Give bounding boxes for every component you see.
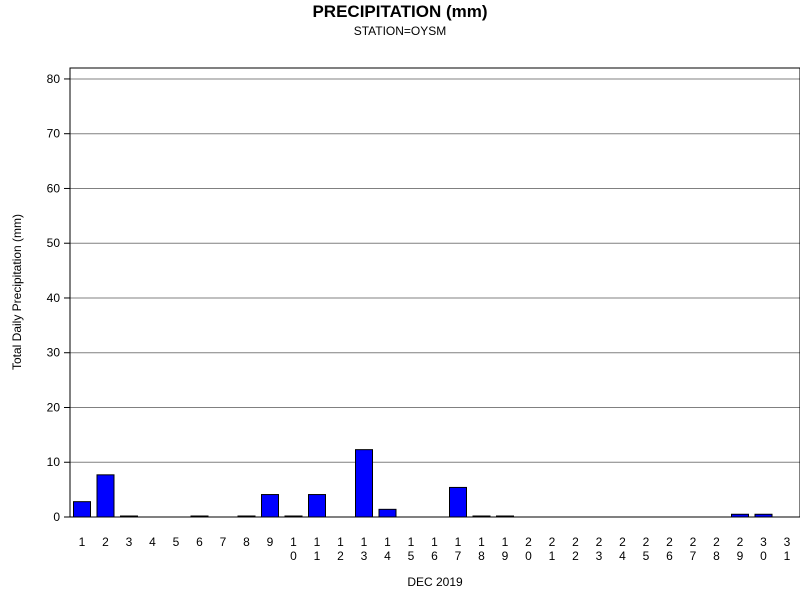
- x-axis-label: DEC 2019: [407, 575, 463, 589]
- y-axis-label: Total Daily Precipitation (mm): [10, 214, 24, 370]
- y-tick-label: 40: [47, 291, 61, 305]
- chart-title: PRECIPITATION (mm): [312, 2, 487, 21]
- bar-day-17: [449, 486, 467, 518]
- y-axis-ticks: 0 10 20 30 40 50 60 70 80: [47, 72, 70, 524]
- x-axis-ticks: 1 2 3 4 5 6 7 8 9 1 01 11 21 31 41 51 61 71 81 92 02 12 22 32 42…: [79, 535, 791, 563]
- x-tick-label: 1: [79, 535, 86, 549]
- bar-series: [73, 449, 773, 518]
- y-tick-label: 20: [47, 400, 61, 414]
- x-tick-label: 5: [173, 535, 180, 549]
- bar-day-11: [308, 494, 326, 518]
- y-tick-label: 50: [47, 236, 61, 250]
- gridlines: [70, 78, 800, 463]
- x-tick-label: 9: [267, 535, 274, 549]
- x-tick-label: 6: [196, 535, 203, 549]
- y-tick-label: 0: [53, 510, 60, 524]
- x-tick-label: 4: [149, 535, 156, 549]
- y-tick-label: 10: [47, 455, 61, 469]
- x-tick-label: 3: [126, 535, 133, 549]
- plot-frame: [69, 67, 800, 518]
- x-tick-label: 8: [243, 535, 250, 549]
- x-tick-label: 2: [102, 535, 109, 549]
- bar-day-2: [96, 474, 115, 518]
- bar-day-13: [355, 449, 373, 518]
- y-tick-label: 80: [47, 72, 61, 86]
- x-tick-label: 7: [220, 535, 227, 549]
- bar-day-9: [261, 494, 279, 518]
- chart-subtitle: STATION=OYSM: [354, 24, 447, 38]
- y-tick-label: 60: [47, 181, 61, 195]
- bar-day-1: [73, 501, 91, 518]
- y-tick-label: 70: [47, 127, 61, 141]
- bar-day-14: [378, 508, 397, 518]
- y-tick-label: 30: [47, 346, 61, 360]
